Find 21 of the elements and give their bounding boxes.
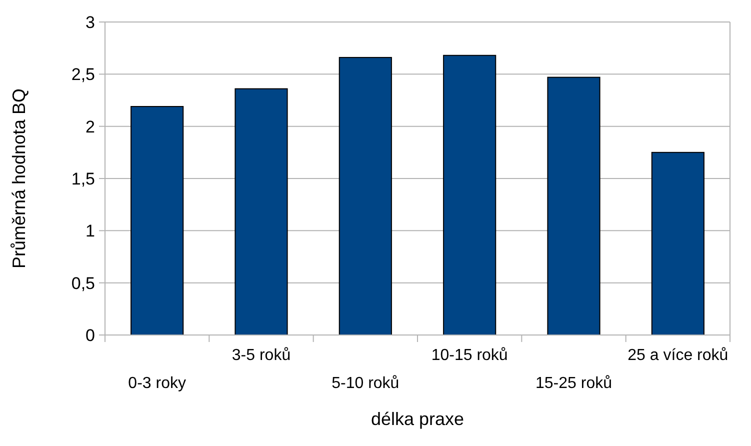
- y-tick-label: 2: [86, 117, 95, 136]
- y-tick-label: 1: [86, 222, 95, 241]
- bar: [234, 88, 288, 336]
- x-tick-label: 15-25 roků: [536, 375, 612, 392]
- x-tick-label: 10-15 roků: [431, 347, 508, 364]
- bar: [130, 106, 184, 336]
- y-tick-label: 3: [86, 12, 95, 32]
- x-tick-label: 0-3 roky: [128, 375, 186, 392]
- y-axis-title: Průměrná hodnota BQ: [9, 88, 29, 269]
- x-tick-label: 25 a více roků: [628, 347, 728, 364]
- x-axis-title: délka praxe: [370, 409, 464, 429]
- bar: [338, 56, 392, 336]
- y-tick-label: 0: [86, 326, 95, 345]
- y-tick-label: 0,5: [71, 274, 95, 293]
- bar: [651, 152, 704, 336]
- y-tick-label: 2,5: [71, 65, 95, 84]
- x-tick-label: 3-5 roků: [232, 347, 291, 364]
- y-tick-label: 1,5: [71, 169, 95, 188]
- bar: [443, 54, 496, 336]
- bar: [547, 76, 600, 336]
- x-tick-label: 5-10 roků: [332, 375, 400, 392]
